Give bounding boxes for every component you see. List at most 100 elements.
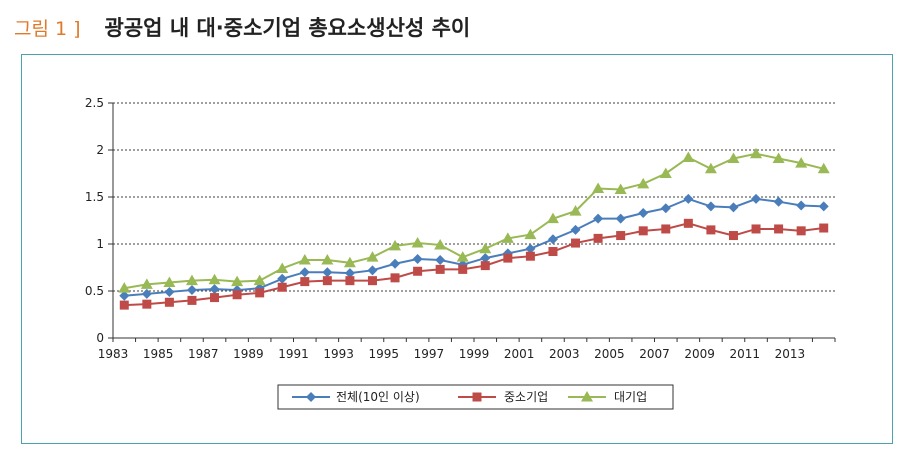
- data-point: [344, 268, 355, 279]
- legend-label: 대기업: [614, 390, 647, 404]
- data-point: [728, 202, 739, 213]
- data-point: [140, 278, 153, 289]
- data-point: [503, 253, 513, 263]
- data-point: [413, 266, 423, 276]
- data-point: [232, 290, 242, 300]
- data-point: [751, 193, 762, 204]
- y-tick-label: 0: [96, 331, 104, 345]
- y-tick-label: 1: [96, 237, 104, 251]
- data-point: [796, 200, 807, 211]
- x-tick-label: 2003: [549, 347, 580, 361]
- data-point: [704, 162, 717, 174]
- x-tick-label: 2001: [504, 347, 535, 361]
- data-point: [683, 193, 694, 204]
- data-point: [772, 152, 785, 163]
- data-point: [231, 275, 244, 287]
- x-tick-label: 1991: [278, 347, 309, 361]
- legend-marker: [581, 391, 593, 402]
- data-point: [186, 285, 197, 296]
- data-point: [164, 286, 175, 297]
- data-point: [525, 251, 535, 261]
- legend: 전체(10인 이상) 중소기업 대기업: [277, 384, 674, 410]
- chart-frame: [21, 54, 893, 444]
- legend-label: 전체(10인 이상): [336, 390, 420, 404]
- data-point: [682, 151, 695, 163]
- legend-marker: [306, 392, 316, 402]
- data-point: [322, 267, 333, 278]
- data-point: [434, 238, 447, 250]
- data-point: [389, 239, 402, 251]
- data-point: [209, 284, 220, 295]
- data-point: [390, 273, 400, 283]
- data-point: [255, 288, 265, 298]
- data-point: [187, 295, 197, 305]
- data-point: [501, 232, 514, 243]
- x-tick-label: 1983: [98, 347, 129, 361]
- data-point: [298, 253, 311, 265]
- data-point: [435, 254, 446, 265]
- data-point: [210, 293, 220, 303]
- data-point: [185, 274, 198, 286]
- data-point: [661, 224, 671, 234]
- data-point: [524, 228, 537, 240]
- x-tick-label: 1997: [414, 347, 445, 361]
- data-point: [593, 213, 604, 224]
- legend-item: 중소기업: [458, 390, 548, 404]
- gridlines: [113, 102, 835, 292]
- data-point: [818, 201, 829, 212]
- data-point: [525, 243, 536, 254]
- series-2: [118, 147, 830, 293]
- data-point: [615, 213, 626, 224]
- data-point: [142, 299, 152, 309]
- legend-marker: [472, 392, 482, 402]
- legend-item: 대기업: [568, 390, 647, 404]
- y-tick-label: 1.5: [85, 190, 104, 204]
- data-point: [547, 234, 558, 245]
- x-tick-label: 2011: [729, 347, 760, 361]
- series-line: [124, 152, 824, 290]
- data-point: [546, 212, 559, 224]
- data-point: [412, 254, 423, 265]
- x-tick-label: 1987: [188, 347, 219, 361]
- x-tick-label: 1999: [459, 347, 490, 361]
- y-tick-label: 2.5: [85, 96, 104, 110]
- data-point: [367, 265, 378, 276]
- data-point: [343, 256, 356, 268]
- data-point: [683, 218, 693, 228]
- data-point: [322, 276, 332, 286]
- data-point: [321, 253, 334, 265]
- figure-caption: 그림 1 ] 광공업 내 대·중소기업 총요소생산성 추이: [14, 10, 470, 44]
- data-point: [751, 224, 761, 234]
- data-point: [728, 231, 738, 241]
- data-point: [480, 261, 490, 271]
- legend-label: 중소기업: [504, 390, 548, 404]
- data-point: [141, 288, 152, 299]
- data-point: [774, 224, 784, 234]
- data-point: [345, 276, 355, 286]
- data-point: [435, 264, 445, 274]
- y-tick-label: 0.5: [85, 284, 104, 298]
- data-point: [164, 297, 174, 307]
- legend-item: 전체(10인 이상): [292, 390, 420, 404]
- data-point: [570, 224, 581, 235]
- series-group: [118, 147, 830, 310]
- series-line: [124, 222, 824, 307]
- data-point: [119, 290, 130, 301]
- data-point: [638, 226, 648, 236]
- data-point: [277, 273, 288, 284]
- data-point: [727, 152, 740, 163]
- data-point: [118, 282, 131, 293]
- data-point: [773, 196, 784, 207]
- x-tick-label: 2013: [775, 347, 806, 361]
- axes: 0 0.5 1 1.5 2 2.5 1983 1985 1987 1989 1991 1993 1995…: [85, 96, 836, 361]
- data-point: [659, 167, 672, 178]
- data-point: [569, 205, 582, 216]
- data-point: [366, 251, 379, 262]
- x-tick-label: 1985: [143, 347, 174, 361]
- data-point: [411, 237, 424, 248]
- y-tick-label: 2: [96, 143, 104, 157]
- data-point: [616, 231, 626, 241]
- x-tick-label: 2009: [684, 347, 715, 361]
- data-point: [299, 267, 310, 278]
